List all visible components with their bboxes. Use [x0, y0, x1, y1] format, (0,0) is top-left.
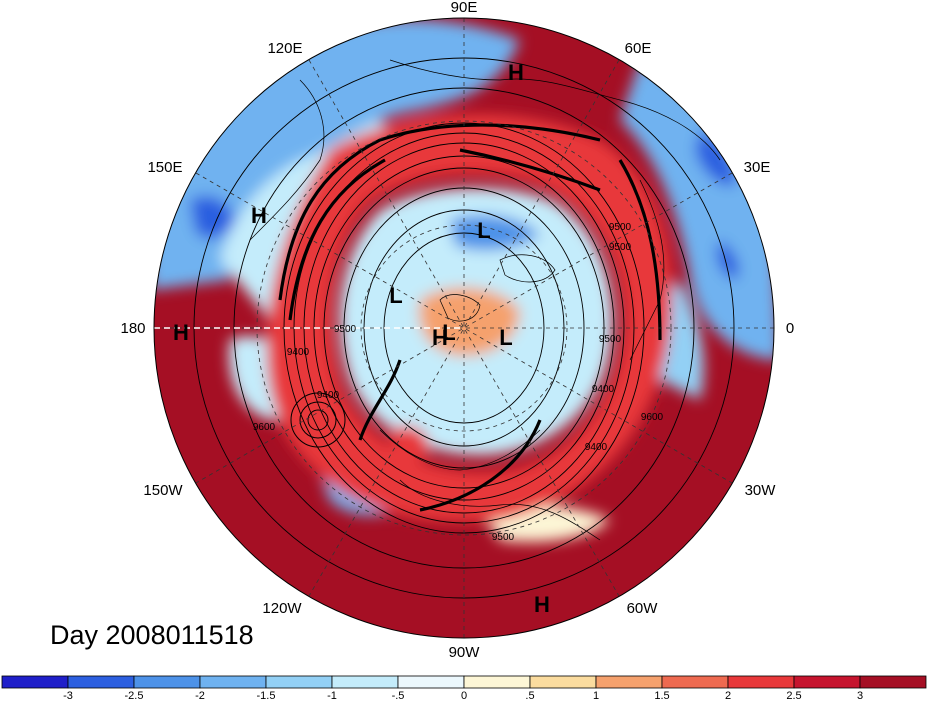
coastlines — [249, 59, 721, 541]
longitude-label: 30W — [745, 482, 777, 499]
low-pressure-marker: L — [389, 283, 402, 308]
colorbar-tick-label: -1 — [327, 690, 337, 702]
colorbar-swatch — [1, 675, 69, 689]
colorbar-tick-label: -.5 — [392, 690, 405, 702]
contour-label: 9400 — [287, 347, 310, 358]
colorbar-swatch — [67, 675, 135, 689]
colorbar-swatch — [661, 675, 729, 689]
inner-warm-patch-2 — [390, 426, 430, 461]
contour-label: 9500 — [609, 222, 632, 233]
contour-label: 9500 — [599, 334, 622, 345]
high-pressure-marker: H — [432, 325, 448, 350]
contour-label: 9400 — [317, 390, 340, 401]
colorbar-swatch — [397, 675, 465, 689]
colorbar-swatch — [727, 675, 795, 689]
longitude-label: 90E — [451, 0, 478, 16]
longitude-label: 0 — [786, 320, 794, 337]
longitude-label: 180 — [120, 320, 145, 337]
longitude-label: 150W — [143, 482, 183, 499]
inner-blue-patch — [450, 215, 540, 251]
longitude-label: 90W — [449, 644, 481, 661]
colorbar-tick-label: 2 — [725, 690, 731, 702]
low-pressure-marker: L — [442, 320, 455, 345]
contour-label: 9600 — [253, 422, 276, 433]
colorbar-tick-label: 1 — [593, 690, 599, 702]
low-pressure-marker: L — [499, 325, 512, 350]
colorbar-tick-label: .5 — [525, 690, 534, 702]
longitude-label: 150E — [147, 159, 182, 176]
colorbar-tick-label: 3 — [857, 690, 863, 702]
colorbar-tick-label: -3 — [63, 690, 73, 702]
contour-label: 9500 — [492, 532, 515, 543]
inner-warm-patch — [419, 287, 520, 356]
colorbar: -3 -2.5 -2 -1.5 -1 -.5 0 .5 1 1.5 2 2.5 3 — [1, 675, 927, 702]
contour-label: 9500 — [334, 324, 357, 335]
contour-label: 9400 — [592, 384, 615, 395]
colorbar-swatch — [595, 675, 663, 689]
blue-region-northwest-dark — [190, 196, 235, 239]
longitude-label: 60E — [625, 40, 652, 57]
high-pressure-marker: H — [534, 592, 550, 617]
longitude-label: 30E — [744, 159, 771, 176]
colorbar-swatch — [133, 675, 201, 689]
light-region-northwest — [220, 120, 400, 320]
colorbar-swatch — [529, 675, 597, 689]
colorbar-tick-label: -2 — [195, 690, 205, 702]
colorbar-tick-label: 1.5 — [654, 690, 669, 702]
contour-label: 9500 — [609, 242, 632, 253]
colorbar-swatch — [859, 675, 927, 689]
high-pressure-marker: H — [508, 60, 524, 85]
deep-blue-patches-east — [695, 130, 740, 280]
low-pressure-marker: L — [477, 218, 490, 243]
blue-region-east — [620, 60, 774, 360]
contour-label: 9400 — [585, 442, 608, 453]
colorbar-swatch — [199, 675, 267, 689]
colorbar-swatch — [463, 675, 531, 689]
high-pressure-marker: H — [173, 320, 189, 345]
globe-outline — [153, 17, 775, 639]
longitude-label: 60W — [627, 600, 659, 617]
longitude-label: 120W — [262, 600, 302, 617]
colorbar-swatch — [331, 675, 399, 689]
colorbar-tick-label: -2.5 — [125, 690, 144, 702]
colorbar-tick-label: 0 — [461, 690, 467, 702]
high-pressure-marker: H — [251, 203, 267, 228]
longitude-label: 120E — [267, 40, 302, 57]
timestamp-label: Day 2008011518 — [50, 620, 254, 650]
contour-label: 9600 — [641, 412, 664, 423]
colorbar-swatch — [265, 675, 333, 689]
colorbar-tick-label: -1.5 — [257, 690, 276, 702]
colorbar-swatch — [793, 675, 861, 689]
colorbar-tick-label: 2.5 — [786, 690, 801, 702]
